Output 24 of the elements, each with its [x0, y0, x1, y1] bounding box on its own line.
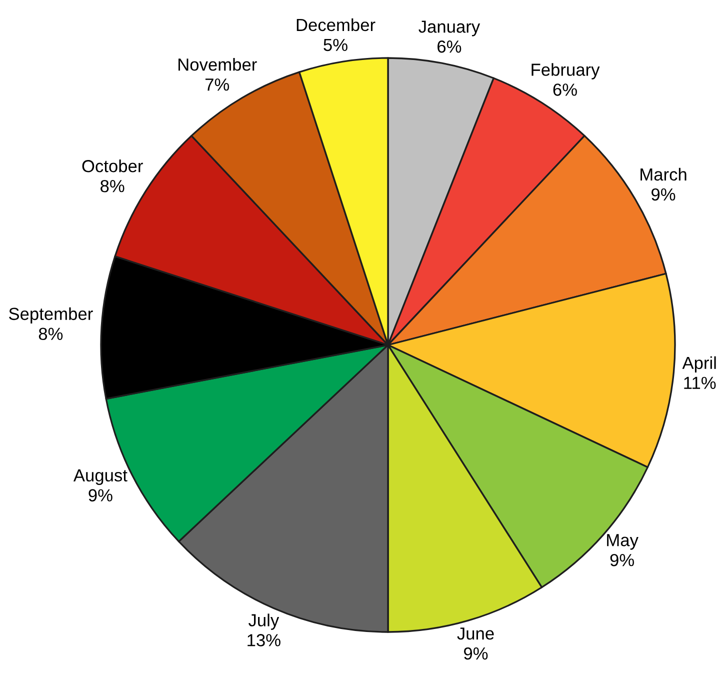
data-label: 6%: [438, 40, 462, 53]
data-label: 9%: [88, 489, 112, 502]
slice-label: October: [82, 160, 143, 172]
data-label: 13%: [248, 634, 280, 646]
slice-label: September: [9, 307, 93, 324]
slice-label: November: [178, 58, 257, 71]
data-label: 8%: [38, 328, 63, 340]
slice-label: February: [532, 63, 600, 80]
data-label: 5%: [324, 38, 348, 52]
data-label: 9%: [464, 647, 488, 660]
slice-label: January: [418, 20, 480, 36]
slice-label: December: [296, 18, 376, 32]
slice-label: May: [607, 534, 638, 550]
slice-label: April: [682, 356, 716, 373]
data-label: 9%: [610, 554, 634, 566]
slice-label: March: [640, 168, 686, 181]
slice-label: July: [248, 614, 280, 630]
data-label: 7%: [205, 78, 230, 91]
data-label: 8%: [100, 180, 124, 192]
slice-label: June: [457, 628, 494, 640]
data-label: 6%: [553, 84, 577, 96]
data-label: 9%: [652, 188, 676, 201]
data-label: 11%: [684, 376, 716, 389]
slice-label: August: [73, 469, 128, 485]
